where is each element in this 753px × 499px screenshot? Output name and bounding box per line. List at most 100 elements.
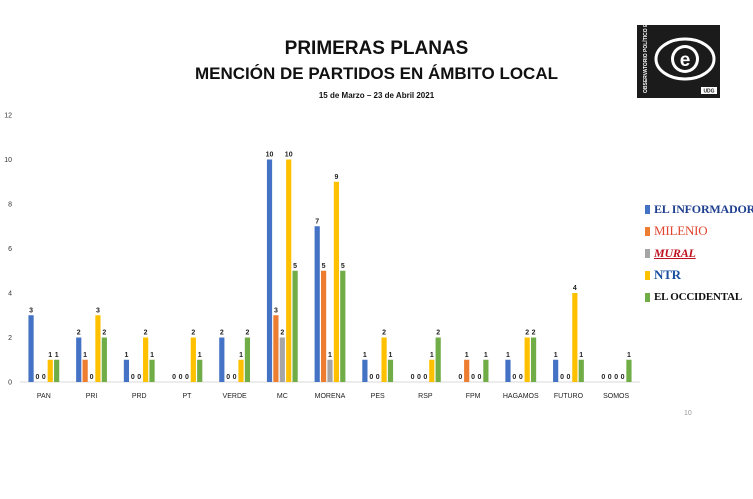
bar <box>524 337 530 382</box>
bar <box>435 337 441 382</box>
bar <box>327 359 333 382</box>
date-range: 15 de Marzo – 23 de Abril 2021 <box>318 91 435 100</box>
data-label: 3 <box>274 307 278 314</box>
data-label: 2 <box>191 330 195 337</box>
data-label: 1 <box>579 352 583 359</box>
x-tick-label: FPM <box>466 393 481 400</box>
data-label: 0 <box>423 374 427 381</box>
data-label: 0 <box>458 374 462 381</box>
bar <box>387 359 394 382</box>
data-label: 2 <box>220 330 224 337</box>
data-label: 10 <box>285 152 293 159</box>
bar <box>572 293 578 382</box>
legend-label: MILENIO <box>654 223 708 238</box>
legend-item: MILENIO <box>645 220 753 242</box>
y-tick-label: 10 <box>4 157 12 164</box>
legend-label: MURAL <box>654 245 696 260</box>
data-label: 5 <box>293 263 297 270</box>
data-label: 2 <box>77 330 81 337</box>
data-label: 1 <box>554 352 558 359</box>
data-label: 3 <box>29 307 33 314</box>
chart-subtitle: MENCIÓN DE PARTIDOS EN ÁMBITO LOCAL <box>195 64 558 83</box>
data-label: 0 <box>411 374 415 381</box>
x-tick-label: PRD <box>132 393 147 400</box>
data-label: 7 <box>315 218 319 225</box>
data-label: 10 <box>266 152 274 159</box>
x-tick-label: PT <box>182 393 192 400</box>
x-tick-label: PRI <box>86 393 98 400</box>
legend-item: EL OCCIDENTAL <box>645 286 753 308</box>
data-label: 2 <box>525 330 529 337</box>
data-label: 1 <box>198 352 202 359</box>
legend-item: MURAL <box>645 242 753 264</box>
data-label: 0 <box>137 374 141 381</box>
data-label: 1 <box>239 352 243 359</box>
data-label: 0 <box>179 374 183 381</box>
data-label: 1 <box>328 352 332 359</box>
bar <box>333 181 339 382</box>
x-tick-label: SOMOS <box>603 393 629 400</box>
observatorio-logo: e OBSERVATORIO POLÍTICO ELECTORAL UDG <box>637 0 720 98</box>
data-label: 0 <box>478 374 482 381</box>
bar <box>483 359 489 382</box>
data-label: 0 <box>608 374 612 381</box>
y-tick-label: 2 <box>8 335 12 342</box>
data-label: 0 <box>621 374 625 381</box>
data-label: 2 <box>245 330 249 337</box>
bar <box>76 337 82 382</box>
bar <box>197 359 203 382</box>
bar <box>321 270 327 382</box>
data-label: 2 <box>382 330 386 337</box>
y-tick-label: 0 <box>8 380 12 387</box>
bar <box>505 359 511 382</box>
legend-swatch <box>645 248 650 258</box>
legend-swatch <box>645 270 650 280</box>
data-label: 1 <box>484 352 488 359</box>
data-label: 3 <box>96 307 100 314</box>
bar <box>381 337 387 382</box>
bar <box>190 337 196 382</box>
bar <box>54 359 60 382</box>
bar <box>429 359 435 382</box>
bar <box>530 337 537 382</box>
bar <box>340 270 346 382</box>
bar <box>286 159 292 382</box>
bar <box>578 359 584 382</box>
bar <box>362 359 368 382</box>
data-label: 0 <box>614 374 618 381</box>
data-label: 2 <box>532 330 536 337</box>
data-label: 1 <box>465 352 469 359</box>
data-label: 1 <box>48 352 52 359</box>
data-label: 0 <box>185 374 189 381</box>
data-label: 5 <box>341 263 345 270</box>
bar <box>47 359 53 382</box>
data-label: 5 <box>322 263 326 270</box>
data-label: 0 <box>417 374 421 381</box>
bar <box>219 337 225 382</box>
data-label: 4 <box>573 285 577 292</box>
data-label: 0 <box>90 374 94 381</box>
data-label: 1 <box>124 352 128 359</box>
data-label: 9 <box>334 174 338 181</box>
bar <box>238 359 244 382</box>
data-label: 0 <box>369 374 373 381</box>
data-label: 1 <box>83 352 87 359</box>
page-number: 10 <box>684 410 692 417</box>
data-label: 0 <box>471 374 475 381</box>
data-label: 0 <box>35 374 39 381</box>
data-label: 0 <box>601 374 605 381</box>
legend-item: EL INFORMADOR <box>645 198 753 220</box>
data-label: 0 <box>567 374 571 381</box>
bar <box>314 226 320 382</box>
x-tick-label: VERDE <box>223 393 247 400</box>
bar <box>553 359 559 382</box>
data-label: 2 <box>144 330 148 337</box>
chart-legend: EL INFORMADOR MILENIO MURAL NTR EL OCCIDENTA… <box>645 198 753 308</box>
legend-label: EL OCCIDENTAL <box>654 291 742 303</box>
y-tick-label: 8 <box>8 202 12 209</box>
data-label: 0 <box>560 374 564 381</box>
legend-swatch <box>645 226 650 236</box>
bar <box>273 315 279 382</box>
bar <box>279 337 285 382</box>
